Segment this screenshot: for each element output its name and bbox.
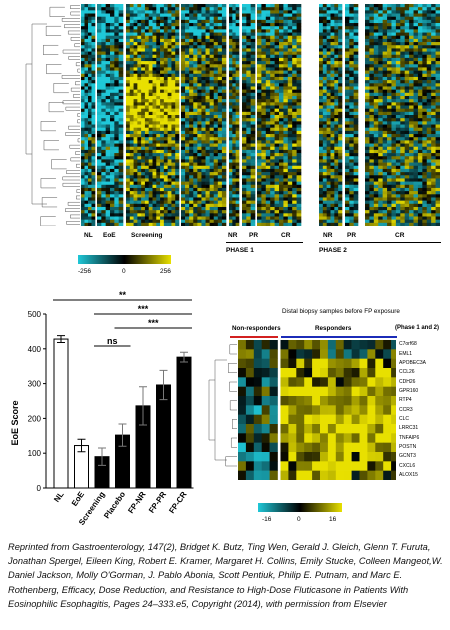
gene-label: C7orf68 bbox=[399, 341, 417, 348]
citation-caption: Reprinted from Gastroenterology, 147(2),… bbox=[8, 542, 443, 609]
gene-label: CXCL6 bbox=[399, 462, 416, 469]
gene-label: CLC bbox=[399, 415, 410, 422]
bottom-dendrogram bbox=[208, 344, 237, 467]
x-tick-label: EoE bbox=[70, 489, 87, 507]
top-colorbar-mid: 0 bbox=[122, 268, 126, 275]
gene-label: CCR3 bbox=[399, 406, 413, 413]
gene-label: APOBEC3A bbox=[399, 359, 426, 366]
gene-label: LRRC31 bbox=[399, 425, 419, 432]
y-tick-label: 0 bbox=[37, 484, 42, 493]
top-dendrogram bbox=[25, 5, 80, 226]
top-colorbar bbox=[78, 255, 171, 264]
group-label-p1-nr: NR bbox=[228, 232, 238, 239]
group-label-p2-nr: NR bbox=[323, 232, 333, 239]
error-bar bbox=[139, 386, 147, 426]
gene-label: POSTN bbox=[399, 443, 417, 450]
y-axis-label: EoE Score bbox=[10, 400, 20, 445]
bottom-heatmap bbox=[238, 340, 396, 480]
top-colorbar-min: -256 bbox=[78, 268, 92, 275]
bar-nl bbox=[53, 338, 69, 489]
x-tick-label: FP-PR bbox=[147, 490, 168, 515]
nonresponders-label: Non-responders bbox=[232, 325, 281, 332]
bottom-colorbar-min: -16 bbox=[262, 516, 272, 523]
error-bar bbox=[180, 351, 188, 363]
significance-label: *** bbox=[148, 318, 159, 328]
group-label-p1-pr: PR bbox=[249, 232, 259, 239]
gene-label: CDH26 bbox=[399, 378, 416, 385]
error-bar bbox=[57, 335, 65, 344]
x-tick-label: NL bbox=[52, 490, 66, 504]
phase-label: (Phase 1 and 2) bbox=[395, 325, 440, 331]
group-label-p1-cr: CR bbox=[281, 232, 291, 239]
responders-line bbox=[281, 336, 397, 338]
gene-label: CCL26 bbox=[399, 369, 415, 376]
group-label-nl: NL bbox=[84, 232, 93, 239]
y-tick-label: 100 bbox=[28, 449, 42, 458]
phase1-bracket bbox=[226, 242, 303, 243]
y-tick-label: 500 bbox=[28, 310, 42, 319]
error-bar bbox=[159, 369, 168, 401]
phase2-label: PHASE 2 bbox=[319, 247, 347, 254]
bottom-colorbar-max: 16 bbox=[329, 516, 337, 523]
group-label-screening: Screening bbox=[131, 232, 163, 239]
nonresponders-line bbox=[230, 336, 278, 338]
bottom-heatmap-title: Distal biopsy samples before FP exposure bbox=[282, 308, 400, 315]
error-bar bbox=[98, 447, 106, 466]
x-tick-label: Placebo bbox=[102, 490, 127, 520]
group-label-eoe: EoE bbox=[103, 232, 116, 239]
x-tick-label: FP-NR bbox=[126, 490, 148, 515]
x-tick-label: FP-CR bbox=[167, 490, 189, 515]
bottom-colorbar bbox=[258, 503, 342, 512]
gene-label: TNFAIP6 bbox=[399, 434, 420, 441]
phase1-label: PHASE 1 bbox=[226, 247, 254, 254]
bar-fp-pr bbox=[156, 384, 171, 489]
bottom-colorbar-mid: 0 bbox=[297, 516, 301, 523]
top-colorbar-max: 256 bbox=[160, 268, 171, 275]
significance-label: ns bbox=[107, 336, 118, 346]
significance-label: *** bbox=[138, 304, 149, 314]
group-label-p2-cr: CR bbox=[395, 232, 405, 239]
y-tick-label: 200 bbox=[28, 414, 42, 423]
y-tick-label: 400 bbox=[28, 345, 42, 354]
error-bar bbox=[118, 423, 127, 447]
gene-label: EML1 bbox=[399, 350, 413, 357]
gene-label: GPR160 bbox=[399, 387, 419, 394]
group-label-p2-pr: PR bbox=[347, 232, 357, 239]
phase2-bracket bbox=[319, 242, 441, 243]
responders-label: Responders bbox=[315, 325, 352, 332]
top-heatmap bbox=[81, 4, 440, 226]
gene-label: ALOX15 bbox=[399, 471, 418, 478]
y-tick-label: 300 bbox=[28, 380, 42, 389]
error-bar bbox=[77, 438, 86, 453]
gene-label: RTP4 bbox=[399, 397, 412, 404]
bar-fp-cr bbox=[176, 356, 192, 489]
gene-label: GCNT3 bbox=[399, 453, 416, 460]
significance-label: ** bbox=[119, 290, 127, 300]
